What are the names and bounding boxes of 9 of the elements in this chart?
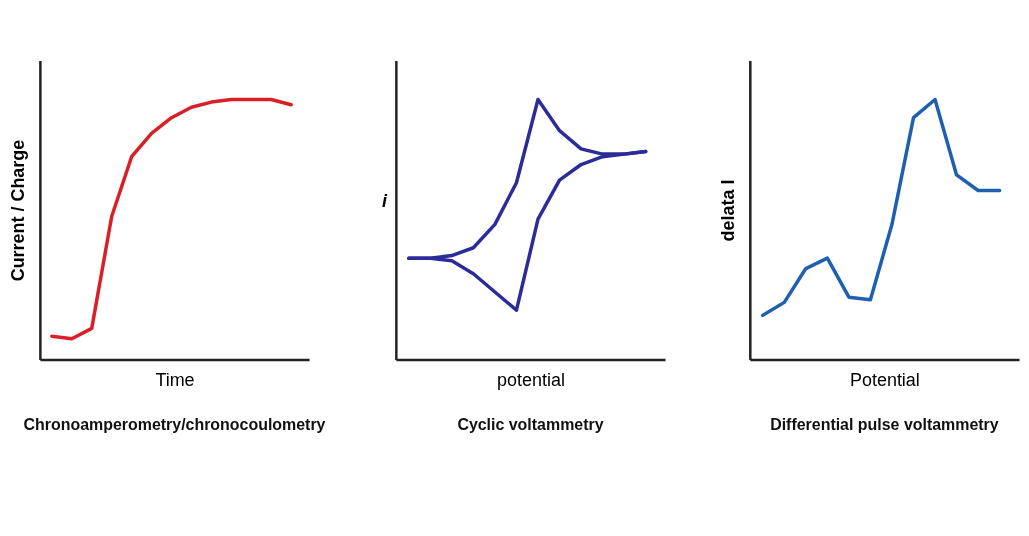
x-axis-title: Time xyxy=(155,370,195,391)
text: Differential pulse voltammetry xyxy=(770,416,999,434)
text: Cyclic voltammetry xyxy=(457,416,604,434)
y-axis-title: Current / Charge xyxy=(8,139,29,282)
y-axis-title: delata I xyxy=(718,179,739,242)
y-axis-title: i xyxy=(381,190,388,211)
x-axis-title: potential xyxy=(497,370,565,391)
x-axis-title: Potential xyxy=(850,370,920,391)
text: Chronoamperometry/chronocoulometry xyxy=(23,416,326,434)
